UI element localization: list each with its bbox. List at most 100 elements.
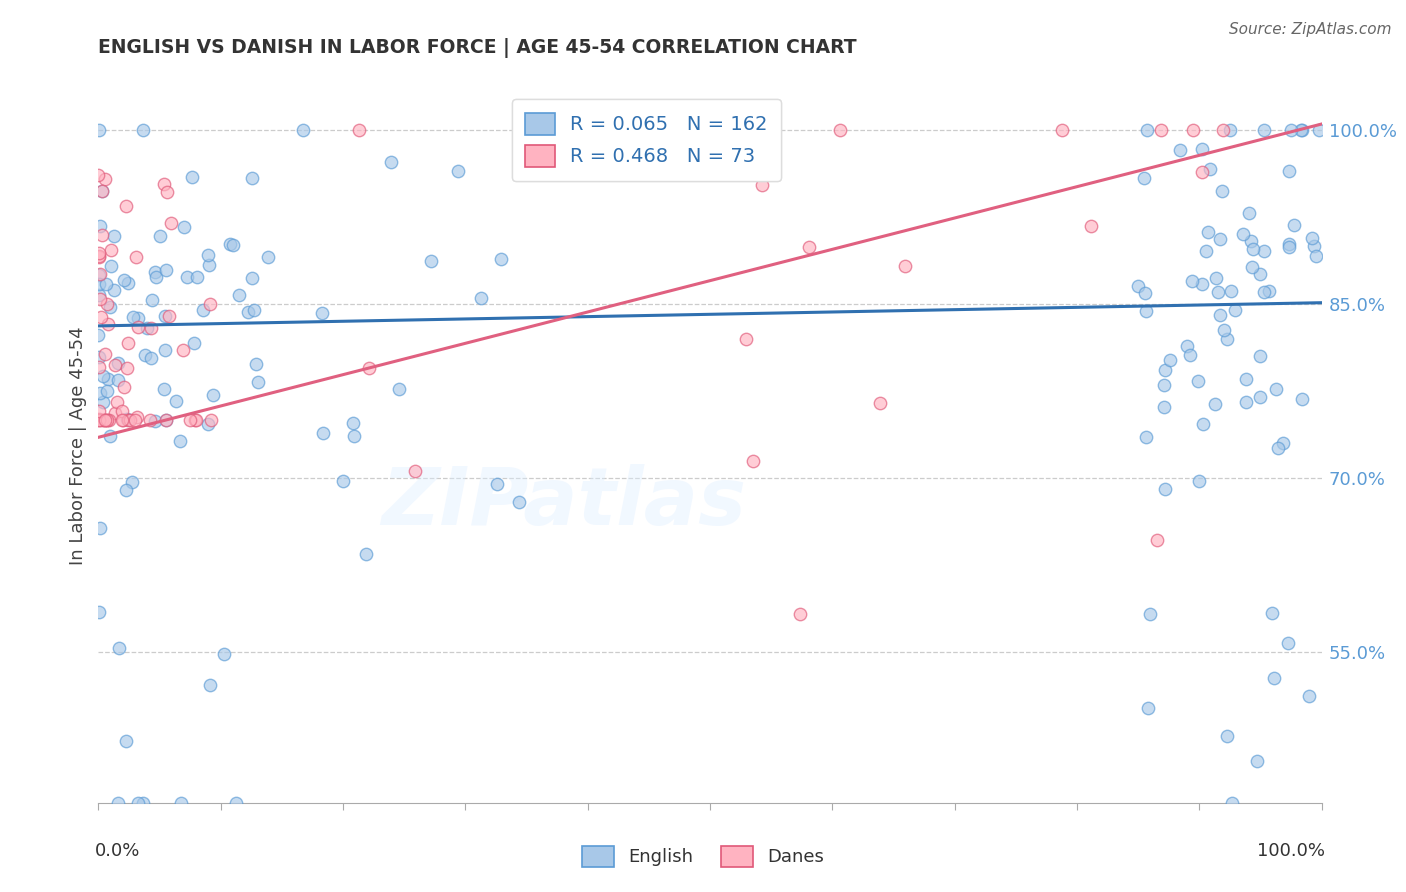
Point (1153, 378, 1175, 392)
Text: 0.0%: 0.0% (94, 842, 141, 860)
Point (127, 796, 149, 810)
Point (96, 297, 118, 311)
Point (1212, 323, 1234, 337)
Point (1216, 729, 1239, 743)
Point (894, 259, 917, 273)
Point (200, 413, 222, 427)
Point (257, 250, 280, 264)
Point (117, 276, 139, 290)
Point (153, 382, 176, 396)
Point (153, 177, 176, 191)
Point (1146, 533, 1168, 547)
Point (134, 348, 156, 362)
Point (312, 425, 335, 440)
Point (225, 796, 247, 810)
Point (1180, 274, 1202, 288)
Point (1219, 284, 1241, 298)
Point (169, 434, 191, 448)
Point (797, 240, 820, 254)
Point (246, 375, 269, 389)
Point (132, 796, 155, 810)
Point (218, 236, 240, 251)
Point (1265, 382, 1288, 396)
Text: ZIPatlas: ZIPatlas (381, 464, 745, 542)
Point (1133, 171, 1156, 186)
Point (1282, 218, 1305, 232)
Point (1253, 123, 1275, 137)
Point (342, 416, 364, 430)
Point (200, 678, 222, 692)
Point (1154, 482, 1177, 496)
Point (87, 413, 110, 427)
Point (156, 185, 179, 199)
Point (186, 269, 208, 284)
Point (108, 641, 131, 656)
Point (1298, 689, 1320, 703)
Point (117, 335, 139, 350)
Point (1263, 671, 1285, 685)
Point (111, 413, 134, 427)
Point (124, 413, 146, 427)
Point (735, 333, 758, 347)
Text: 100.0%: 100.0% (1257, 842, 1326, 860)
Point (1133, 285, 1156, 300)
Point (155, 309, 177, 323)
Point (1220, 796, 1243, 810)
Point (170, 796, 193, 810)
Point (1241, 242, 1264, 256)
Point (173, 219, 195, 234)
Point (1195, 244, 1218, 259)
Point (94, 413, 117, 427)
Point (105, 394, 128, 409)
Point (1206, 285, 1229, 299)
Point (186, 413, 208, 427)
Point (172, 343, 194, 357)
Point (103, 228, 125, 243)
Point (132, 123, 155, 137)
Point (184, 413, 207, 427)
Point (1278, 239, 1301, 253)
Point (1153, 400, 1175, 414)
Point (89, 292, 111, 306)
Point (127, 320, 149, 334)
Point (1150, 123, 1173, 137)
Point (118, 413, 141, 427)
Point (1187, 374, 1209, 388)
Point (94, 413, 117, 427)
Point (1261, 606, 1284, 620)
Point (1301, 231, 1323, 245)
Point (115, 412, 138, 426)
Point (491, 252, 513, 266)
Point (115, 734, 138, 748)
Point (420, 253, 443, 268)
Point (332, 474, 354, 488)
Point (388, 382, 411, 396)
Point (90, 184, 112, 198)
Point (87, 250, 110, 264)
Point (1192, 417, 1215, 431)
Point (1278, 164, 1301, 178)
Point (97, 372, 120, 386)
Point (1050, 123, 1073, 137)
Point (1204, 397, 1226, 411)
Point (191, 303, 214, 318)
Point (145, 265, 167, 279)
Point (87, 404, 110, 418)
Text: ENGLISH VS DANISH IN LABOR FORCE | AGE 45-54 CORRELATION CHART: ENGLISH VS DANISH IN LABOR FORCE | AGE 4… (98, 38, 858, 58)
Y-axis label: In Labor Force | Age 45-54: In Labor Force | Age 45-54 (69, 326, 87, 566)
Point (121, 475, 143, 489)
Point (1181, 123, 1204, 137)
Point (830, 123, 852, 137)
Point (139, 351, 162, 366)
Point (176, 269, 198, 284)
Point (114, 483, 136, 498)
Point (155, 262, 177, 277)
Point (240, 170, 263, 185)
Point (90, 227, 112, 242)
Point (112, 273, 135, 287)
Point (155, 413, 177, 427)
Point (87, 411, 110, 425)
Point (1234, 372, 1257, 386)
Point (98, 413, 121, 427)
Point (447, 164, 470, 178)
